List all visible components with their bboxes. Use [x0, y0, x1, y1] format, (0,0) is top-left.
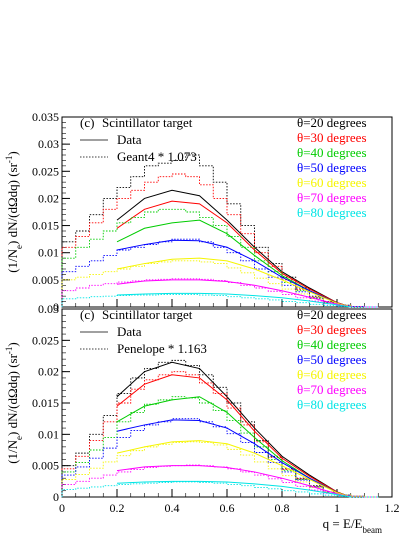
y-tick-label: 0.005: [32, 273, 59, 287]
angle-label: θ=80 degrees: [297, 397, 367, 412]
angle-label: θ=20 degrees: [297, 307, 367, 322]
panel-geant4: 0 0.005 0.01 0.015 0.02 0.025 0.03 0.035 (c) Scin…: [4, 110, 393, 314]
legend-label: Penelope * 1.163: [117, 341, 207, 356]
angle-label: θ=80 degrees: [297, 205, 367, 220]
y-tick-label: 0.01: [38, 427, 59, 441]
x-tick-label: 0.2: [110, 501, 125, 515]
panel-label: (c): [80, 115, 94, 130]
data-curve-30deg: [116, 374, 351, 498]
angle-label: θ=30 degrees: [297, 130, 367, 145]
sim-histogram-50deg: [61, 418, 379, 498]
panel-title: Scintillator target: [102, 115, 193, 130]
angle-label: θ=70 degrees: [297, 382, 367, 397]
x-tick-label: 0.8: [275, 501, 290, 515]
x-tick-label: 0: [59, 501, 65, 515]
y-tick-label: 0.01: [38, 246, 59, 260]
y-axis-label: (1/Ne) dN/(dΩdq) (sr-1): [4, 342, 24, 464]
y-tick-label: 0.03: [38, 137, 59, 151]
data-curve-50deg: [116, 419, 351, 498]
angle-label: θ=40 degrees: [297, 145, 367, 160]
data-curve-80deg: [116, 480, 351, 498]
sim-histogram-80deg: [61, 294, 379, 308]
data-curve-20deg: [116, 361, 351, 498]
y-tick-label: 0.02: [38, 191, 59, 205]
sim-histogram-70deg: [61, 278, 379, 308]
y-tick-label: 0.025: [32, 333, 59, 347]
y-axis-label-sub: e: [14, 436, 24, 440]
sim-histogram-40deg: [61, 208, 379, 308]
y-axis-label: (1/Ne) dN/(dΩdq) (sr-1): [4, 151, 24, 273]
x-tick-label: 1.2: [385, 501, 400, 515]
panel-label: (c): [80, 307, 94, 322]
sim-histogram-50deg: [61, 238, 379, 308]
data-curve-50deg: [116, 239, 351, 308]
y-axis-label-sup: -1: [4, 347, 14, 355]
angle-label: θ=50 degrees: [297, 160, 367, 175]
angle-label: θ=40 degrees: [297, 337, 367, 352]
angle-label: θ=30 degrees: [297, 322, 367, 337]
x-axis-label-sub: beam: [363, 525, 383, 535]
y-axis-label-sub: e: [14, 245, 24, 249]
sim-histogram-60deg: [61, 441, 379, 498]
y-tick-label: 0.015: [32, 396, 59, 410]
y-tick-label: 0.005: [32, 459, 59, 473]
y-tick-label: 0.015: [32, 219, 59, 233]
sim-histogram-70deg: [61, 464, 379, 498]
y-tick-label: 0: [53, 300, 59, 314]
y-tick-label: 0.035: [32, 110, 59, 124]
data-curve-80deg: [116, 292, 351, 308]
panel-title: Scintillator target: [102, 307, 193, 322]
data-curve-60deg: [116, 440, 351, 498]
angle-label: θ=60 degrees: [297, 367, 367, 382]
x-tick-label: 0.4: [165, 501, 180, 515]
y-axis-label-sup: -1: [4, 156, 14, 164]
data-curve-70deg: [116, 279, 351, 308]
y-tick-label: 0.025: [32, 164, 59, 178]
x-axis-label: q = E/Ebeam: [323, 516, 382, 535]
angle-label: θ=50 degrees: [297, 352, 367, 367]
data-curve-60deg: [116, 257, 351, 308]
legend-label: Data: [117, 132, 142, 147]
sim-histogram-80deg: [61, 481, 379, 498]
legend-label: Geant4 * 1.073: [117, 149, 197, 164]
x-tick-label: 0.6: [220, 501, 235, 515]
y-tick-label: 0.02: [38, 365, 59, 379]
angle-label: θ=60 degrees: [297, 175, 367, 190]
x-tick-label: 1: [334, 501, 340, 515]
y-tick-label: 0.03: [38, 302, 59, 316]
legend-label: Data: [117, 324, 142, 339]
angle-label: θ=70 degrees: [297, 190, 367, 205]
angle-label: θ=20 degrees: [297, 115, 367, 130]
data-curve-70deg: [116, 465, 351, 498]
y-tick-label: 0: [53, 490, 59, 504]
